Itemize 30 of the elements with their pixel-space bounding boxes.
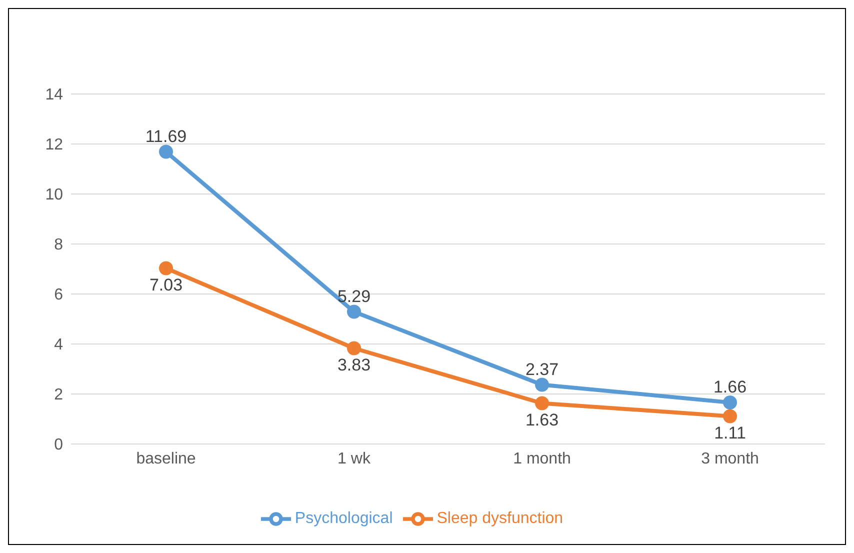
point xyxy=(347,304,361,319)
x-tick-label: baseline xyxy=(136,450,196,468)
data-label: 11.69 xyxy=(145,126,187,146)
data-label: 1.66 xyxy=(713,378,747,396)
point xyxy=(535,396,549,410)
y-tick-label: 10 xyxy=(45,186,64,204)
point xyxy=(159,144,173,159)
data-label: 2.37 xyxy=(525,360,559,379)
data-label: 5.29 xyxy=(337,286,371,306)
point xyxy=(723,396,737,410)
data-label: 3.83 xyxy=(337,355,371,374)
legend-label: Psychological xyxy=(294,510,393,528)
point xyxy=(723,409,737,424)
point xyxy=(535,378,549,392)
data-label: 1.11 xyxy=(714,423,746,442)
y-tick-label: 8 xyxy=(54,236,64,254)
y-tick-label: 12 xyxy=(45,136,64,154)
y-tick-label: 2 xyxy=(54,386,64,404)
data-label: 1.63 xyxy=(525,410,559,430)
x-tick-label: 3 month xyxy=(701,450,759,468)
data-label: 7.03 xyxy=(149,275,183,294)
y-tick-label: 6 xyxy=(54,286,64,304)
x-tick-label: 1 month xyxy=(513,450,571,468)
legend-label: Sleep dysfunction xyxy=(436,510,564,528)
y-tick-label: 14 xyxy=(45,86,64,104)
y-tick-label: 0 xyxy=(54,436,64,454)
point xyxy=(347,341,361,356)
point xyxy=(159,261,173,276)
y-tick-label: 4 xyxy=(54,336,64,354)
x-tick-label: 1 wk xyxy=(338,450,372,468)
